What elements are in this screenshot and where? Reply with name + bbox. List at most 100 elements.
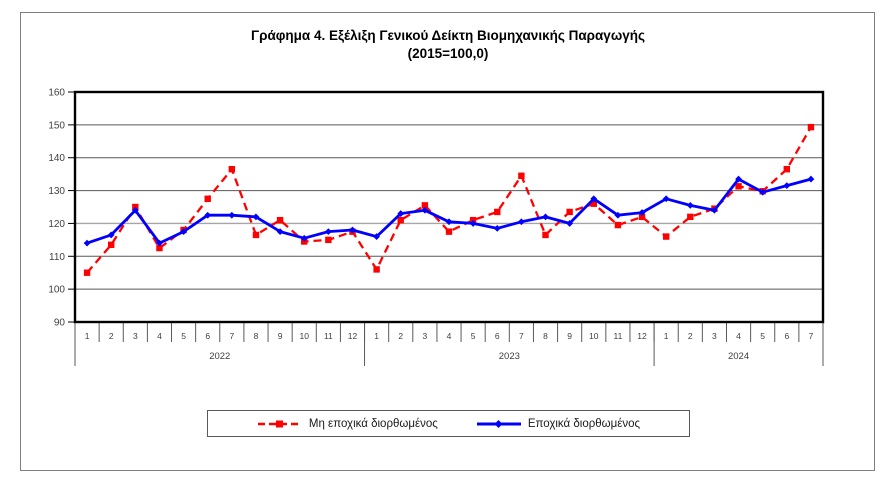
data-point-marker	[517, 218, 525, 226]
data-point-marker	[735, 175, 742, 183]
data-point-marker	[542, 213, 549, 221]
x-month-label: 1	[664, 331, 669, 341]
data-point-marker	[252, 213, 260, 221]
data-point-marker	[156, 239, 163, 247]
x-month-label: 7	[809, 331, 814, 341]
x-month-label: 10	[589, 331, 599, 341]
data-point-marker	[421, 206, 429, 214]
data-point-marker	[614, 221, 622, 229]
data-point-marker	[397, 210, 405, 217]
data-point-marker	[228, 166, 236, 173]
data-point-marker	[638, 213, 646, 221]
x-month-label: 6	[784, 331, 789, 341]
legend-entry-non-seasonal: Μη εποχικά διορθωμένος	[257, 418, 438, 430]
data-point-marker	[469, 220, 477, 227]
x-month-label: 9	[278, 331, 283, 341]
data-point-marker	[204, 195, 211, 202]
legend: Μη εποχικά διορθωμένος Εποχικά διορθωμέν…	[207, 410, 690, 437]
data-point-marker	[542, 231, 549, 239]
x-year-label: 2022	[209, 351, 230, 362]
data-point-marker	[83, 239, 91, 247]
legend-label-non-seasonal: Μη εποχικά διορθωμένος	[308, 417, 438, 430]
x-year-label: 2024	[728, 351, 749, 362]
x-month-label: 1	[374, 331, 379, 341]
y-tick-label: 150	[48, 120, 65, 131]
legend-entry-seasonal: Εποχικά διορθωμένος	[476, 418, 640, 430]
x-month-label: 2	[688, 331, 693, 341]
data-point-marker	[590, 195, 598, 203]
x-month-label: 2	[398, 331, 403, 341]
chart-title-line2: (2015=100,0)	[407, 46, 489, 61]
data-point-marker	[83, 269, 91, 276]
x-month-label: 7	[229, 331, 234, 341]
data-point-marker	[252, 231, 260, 239]
data-point-marker	[131, 206, 139, 214]
data-point-marker	[566, 220, 574, 227]
y-tick-label: 100	[48, 285, 65, 296]
data-point-marker	[107, 231, 115, 239]
data-point-marker	[228, 211, 236, 219]
data-point-marker	[445, 218, 453, 226]
chart-title: Γράφημα 4. Εξέλιξη Γενικού Δείκτη Βιομηχ…	[20, 27, 876, 63]
data-point-marker	[180, 228, 187, 236]
x-month-label: 10	[299, 331, 309, 341]
data-point-marker	[807, 123, 815, 131]
x-month-label: 5	[760, 331, 765, 341]
data-point-marker	[783, 166, 791, 173]
x-month-label: 12	[348, 331, 358, 341]
data-point-marker	[493, 224, 501, 232]
data-point-marker	[276, 216, 284, 224]
y-tick-label: 130	[48, 186, 65, 197]
x-month-label: 3	[712, 331, 717, 341]
y-tick-label: 160	[48, 88, 65, 99]
x-month-label: 6	[495, 331, 500, 341]
x-month-label: 9	[567, 331, 572, 341]
data-point-marker	[276, 228, 284, 236]
data-point-marker	[325, 236, 332, 244]
data-point-marker	[204, 211, 212, 219]
x-month-label: 6	[205, 331, 210, 341]
data-point-marker	[686, 201, 694, 209]
x-month-label: 3	[133, 331, 138, 341]
data-point-marker	[107, 241, 115, 248]
y-tick-label: 110	[49, 252, 65, 263]
chart-title-line1: Γράφημα 4. Εξέλιξη Γενικού Δείκτη Βιομηχ…	[250, 28, 645, 43]
x-month-label: 4	[447, 331, 452, 341]
x-month-label: 2	[109, 331, 114, 341]
x-month-label: 4	[157, 331, 162, 341]
red-dashed-line-sample-icon	[257, 420, 302, 427]
data-point-marker	[662, 195, 670, 203]
data-point-marker	[349, 226, 356, 234]
data-point-marker	[614, 211, 622, 219]
data-point-marker	[494, 208, 501, 216]
data-point-marker	[590, 200, 597, 207]
data-point-marker	[711, 206, 718, 214]
data-point-marker	[735, 183, 742, 190]
data-point-marker	[324, 228, 332, 236]
data-point-marker	[373, 233, 381, 240]
x-month-label: 8	[254, 331, 259, 341]
y-tick-label: 140	[48, 153, 65, 164]
legend-label-seasonal: Εποχικά διορθωμένος	[527, 417, 641, 430]
y-tick-label: 90	[54, 318, 66, 329]
x-month-label: 11	[613, 331, 622, 341]
data-point-marker	[518, 172, 525, 179]
x-year-label: 2023	[499, 351, 520, 362]
data-point-marker	[807, 175, 815, 183]
data-point-marker	[638, 209, 646, 216]
data-point-marker	[687, 213, 694, 221]
x-month-label: 1	[85, 331, 90, 341]
data-point-marker	[421, 202, 429, 209]
plot-border	[73, 90, 825, 324]
x-month-label: 5	[471, 331, 476, 341]
series-line-non-seasonal	[86, 126, 812, 274]
data-point-marker	[156, 244, 163, 252]
data-point-marker	[397, 216, 404, 224]
x-month-label: 12	[637, 331, 647, 341]
x-month-label: 5	[181, 331, 186, 341]
blue-solid-line-sample-icon	[476, 419, 521, 428]
data-point-marker	[566, 208, 573, 216]
x-month-label: 7	[519, 331, 524, 341]
data-point-marker	[300, 234, 308, 242]
